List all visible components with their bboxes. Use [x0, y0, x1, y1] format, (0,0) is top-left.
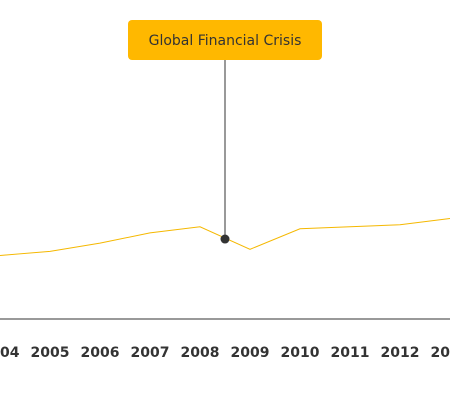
x-tick-label: 2004: [0, 345, 20, 361]
annotation-group: Global Financial Crisis: [128, 20, 322, 244]
x-tick-label: 2011: [331, 345, 370, 361]
x-axis: 2004 2005 2006 2007 2008 2009 2010 2011 2012 2013: [0, 318, 450, 361]
annotation-box: [128, 20, 322, 60]
x-tick-label: 2013: [431, 345, 450, 361]
x-tick-label: 2009: [231, 345, 270, 361]
x-tick-label: 2010: [281, 345, 320, 361]
x-tick-label: 2008: [181, 345, 220, 361]
x-tick-label: 2012: [381, 345, 420, 361]
x-tick-label: 2007: [131, 345, 170, 361]
annotation-label: Global Financial Crisis: [149, 33, 302, 49]
annotation-marker: [220, 234, 230, 244]
x-tick-label: 2006: [81, 345, 120, 361]
x-tick-label: 2005: [31, 345, 70, 361]
